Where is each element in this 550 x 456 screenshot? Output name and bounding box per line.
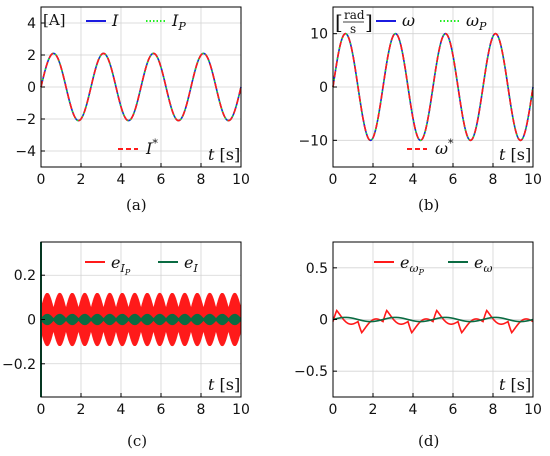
x-tick-label: 0 bbox=[329, 402, 338, 418]
x-tick-label: 10 bbox=[524, 172, 542, 188]
x-axis-label-d: t [s] bbox=[499, 375, 531, 394]
y-tick-label: −10 bbox=[298, 133, 328, 149]
series-line-d-1 bbox=[332, 316, 534, 323]
legend-label-eomega: eω bbox=[474, 253, 492, 275]
legend-label-omegaP: ωP bbox=[466, 11, 487, 33]
x-tick-label: 0 bbox=[37, 172, 46, 188]
legend-a: I IP I* bbox=[86, 11, 186, 158]
legend-d: eωP eω bbox=[374, 253, 492, 277]
y-tick-label: −4 bbox=[15, 144, 36, 160]
y-tick-label: 2 bbox=[27, 48, 36, 64]
series-d bbox=[332, 308, 534, 335]
panel-a: 0 2 4 6 8 10 −4 −2 0 2 4 [A] I IP I* t [s] (a) bbox=[15, 6, 250, 214]
y-tick-label: 0.5 bbox=[306, 261, 328, 277]
y-tick-label: 0 bbox=[319, 80, 328, 96]
legend-label-eI: eI bbox=[184, 253, 198, 275]
x-tick-label: 2 bbox=[369, 402, 378, 418]
x-tick-label: 6 bbox=[449, 172, 458, 188]
ticks-a: 0 2 4 6 8 10 −4 −2 0 2 4 bbox=[15, 16, 250, 188]
panel-b: 0 2 4 6 8 10 −10 0 10 [ rad s ] ω ωP ω* t [s] (b… bbox=[298, 6, 542, 214]
svg-text:]: ] bbox=[365, 10, 373, 34]
y-tick-label: 0 bbox=[27, 313, 36, 329]
x-tick-label: 2 bbox=[77, 172, 86, 188]
caption-c: (c) bbox=[127, 432, 147, 450]
legend-label-omega: ω bbox=[402, 11, 415, 30]
series-line-a-2 bbox=[40, 52, 242, 122]
series-line-b-2 bbox=[332, 32, 534, 142]
x-tick-label: 10 bbox=[524, 402, 542, 418]
series-line-d-0 bbox=[332, 308, 534, 335]
y-tick-label: −2 bbox=[15, 112, 36, 128]
ticks-b: 0 2 4 6 8 10 −10 0 10 bbox=[298, 27, 541, 188]
y-tick-label: −0.2 bbox=[2, 357, 36, 373]
x-tick-label: 0 bbox=[329, 172, 338, 188]
x-tick-label: 0 bbox=[37, 402, 46, 418]
x-axis-label-b: t [s] bbox=[499, 145, 531, 164]
y-tick-label: 0 bbox=[27, 80, 36, 96]
ticks-d: 0 2 4 6 8 10 −0.5 0 0.5 bbox=[294, 261, 542, 418]
x-tick-label: 2 bbox=[369, 172, 378, 188]
x-tick-label: 8 bbox=[197, 172, 206, 188]
legend-b: ω ωP ω* bbox=[376, 11, 487, 158]
unit-label-a: [A] bbox=[43, 11, 66, 29]
series-b bbox=[332, 32, 534, 142]
series-a bbox=[40, 52, 242, 122]
legend-label-IP: IP bbox=[171, 11, 186, 33]
svg-text:s: s bbox=[350, 22, 356, 36]
unit-label-b: [ rad s ] bbox=[335, 8, 373, 36]
caption-d: (d) bbox=[418, 432, 439, 450]
x-tick-label: 4 bbox=[409, 402, 418, 418]
legend-label-Istar: I* bbox=[145, 137, 158, 158]
x-tick-label: 6 bbox=[157, 402, 166, 418]
x-tick-label: 10 bbox=[232, 172, 250, 188]
y-tick-label: 0.2 bbox=[14, 268, 36, 284]
y-tick-label: 4 bbox=[27, 16, 36, 32]
x-tick-label: 8 bbox=[489, 172, 498, 188]
y-tick-label: 0 bbox=[319, 313, 328, 329]
y-tick-label: −0.5 bbox=[294, 364, 328, 380]
x-tick-label: 6 bbox=[157, 172, 166, 188]
series-c bbox=[40, 242, 242, 397]
x-tick-label: 8 bbox=[489, 402, 498, 418]
legend-label-eomegaP: eωP bbox=[400, 253, 424, 277]
caption-a: (a) bbox=[126, 196, 147, 214]
y-tick-label: 10 bbox=[310, 27, 328, 43]
legend-label-I: I bbox=[111, 11, 119, 30]
series-line-c-1 bbox=[40, 313, 242, 326]
panel-d: 0 2 4 6 8 10 −0.5 0 0.5 eωP eω t [s] (d) bbox=[294, 241, 542, 450]
panel-c: 0 2 4 6 8 10 −0.2 0 0.2 eIP eI t [s] (c) bbox=[2, 241, 250, 450]
x-tick-label: 4 bbox=[117, 172, 126, 188]
x-axis-label-a: t [s] bbox=[208, 145, 240, 164]
x-tick-label: 4 bbox=[117, 402, 126, 418]
x-tick-label: 6 bbox=[449, 402, 458, 418]
svg-text:[: [ bbox=[335, 10, 343, 34]
legend-label-omegastar: ω* bbox=[435, 137, 454, 158]
x-tick-label: 10 bbox=[232, 402, 250, 418]
x-tick-label: 2 bbox=[77, 402, 86, 418]
caption-b: (b) bbox=[418, 196, 439, 214]
legend-c: eIP eI bbox=[85, 253, 198, 277]
x-tick-label: 4 bbox=[409, 172, 418, 188]
ticks-c: 0 2 4 6 8 10 −0.2 0 0.2 bbox=[2, 268, 250, 418]
x-axis-label-c: t [s] bbox=[208, 375, 240, 394]
svg-text:rad: rad bbox=[344, 8, 365, 22]
x-tick-label: 8 bbox=[197, 402, 206, 418]
